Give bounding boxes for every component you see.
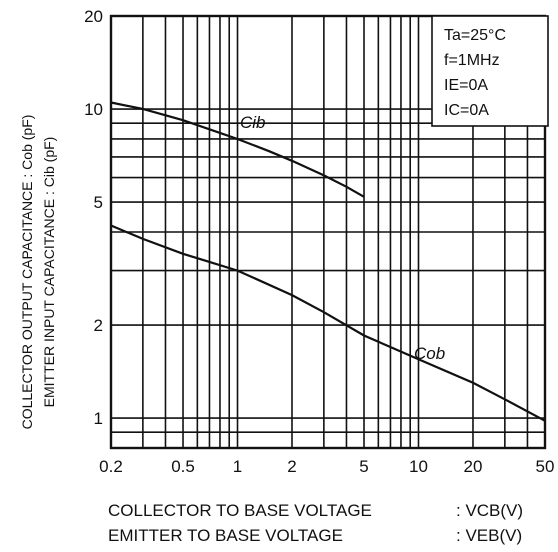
condition-ic: IC=0A — [444, 102, 489, 119]
x-tick-label: 10 — [409, 457, 428, 476]
x-axis-unit-line-1: : VCB(V) — [456, 501, 523, 520]
conditions-box: Ta=25°C f=1MHz IE=0A IC=0A — [431, 15, 549, 127]
series-label-cob: Cob — [414, 344, 445, 363]
x-tick-label: 0.2 — [99, 457, 123, 476]
y-tick-label: 5 — [94, 193, 103, 212]
series-line-cib — [110, 101, 365, 198]
x-tick-label: 1 — [233, 457, 242, 476]
y-tick-label: 20 — [84, 7, 103, 26]
x-axis-label-line-1: COLLECTOR TO BASE VOLTAGE — [108, 501, 372, 520]
condition-temp: Ta=25°C — [444, 27, 506, 44]
x-axis-label-line-2: EMITTER TO BASE VOLTAGE — [108, 526, 343, 545]
series-line-cob — [110, 224, 546, 422]
plot-frame — [109, 14, 547, 450]
y-tick-label: 10 — [84, 100, 103, 119]
x-tick-label: 20 — [464, 457, 483, 476]
y-tick-label: 2 — [94, 316, 103, 335]
y-axis-label: COLLECTOR OUTPUT CAPACITANCE : Cob (pF) … — [19, 115, 57, 430]
x-tick-label: 50 — [536, 457, 555, 476]
grid-lines — [110, 15, 546, 448]
condition-freq: f=1MHz — [444, 52, 500, 69]
data-curves — [110, 101, 546, 422]
x-tick-label: 2 — [287, 457, 296, 476]
y-tick-label: 1 — [94, 409, 103, 428]
series-label-cib: Cib — [240, 113, 266, 132]
y-axis-label-line-1: COLLECTOR OUTPUT CAPACITANCE : Cob (pF) — [19, 115, 35, 430]
y-axis-label-line-2: EMITTER INPUT CAPACITANCE : Cib (pF) — [41, 137, 57, 408]
condition-ie: IE=0A — [444, 77, 488, 94]
x-tick-label: 5 — [359, 457, 368, 476]
x-axis-label: COLLECTOR TO BASE VOLTAGE : VCB(V) EMITT… — [108, 501, 523, 545]
tick-labels: 0.2 0.5 1 2 5 10 20 50 1 2 5 10 20 — [84, 7, 554, 476]
x-tick-label: 0.5 — [171, 457, 195, 476]
x-axis-unit-line-2: : VEB(V) — [456, 526, 522, 545]
